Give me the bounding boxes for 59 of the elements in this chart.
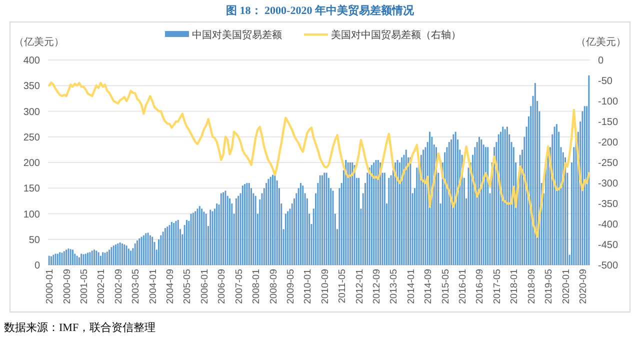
x-tick-label: 2002-09 (113, 269, 124, 304)
y-tick-label: 400 (23, 56, 40, 66)
y-tick-label: 150 (23, 184, 40, 195)
y2-tick-label: -400 (598, 220, 618, 230)
y-axis-title: （亿美元） (14, 36, 64, 48)
x-tick-label: 2012-09 (371, 269, 382, 304)
y-tick-label: 200 (23, 158, 40, 169)
x-tick-label: 2018-09 (526, 269, 538, 304)
chart-title: 图 18： 2000-2020 年中美贸易差额情况 (226, 4, 415, 17)
y2-tick-label: -200 (598, 138, 618, 148)
line-series (48, 81, 590, 238)
x-tick-label: 2017-05 (492, 269, 503, 304)
y2-tick-label: -350 (598, 199, 618, 210)
y-tick-label: 100 (23, 209, 40, 220)
x-tick-label: 2020-09 (578, 269, 589, 304)
x-tick-label: 2006-01 (199, 269, 210, 304)
x-tick-label: 2020-01 (560, 269, 572, 304)
y2-axis-title: （亿美元） (576, 36, 626, 48)
y-tick-label: 50 (28, 234, 40, 246)
x-tick-label: 2000-01 (44, 269, 56, 304)
x-tick-label: 2013-05 (388, 269, 400, 304)
source-note: 数据来源：IMF，联合资信整理 (4, 321, 156, 334)
y2-tick-label: -50 (598, 76, 613, 87)
x-tick-label: 2014-09 (423, 269, 434, 304)
y2-tick-label: -450 (598, 240, 618, 251)
legend-label: 中国对美国贸易差额 (192, 29, 282, 41)
x-tick-label: 2001-05 (78, 269, 90, 304)
x-tick-label: 2007-05 (234, 269, 245, 304)
legend-label: 美国对中国贸易差额（右轴） (331, 29, 461, 41)
x-tick-label: 2016-01 (458, 269, 469, 304)
y2-tick-label: 0 (598, 56, 604, 66)
x-tick-label: 2006-09 (216, 269, 228, 304)
x-tick-label: 2015-05 (440, 269, 452, 304)
y-tick-label: 250 (23, 132, 40, 144)
x-tick-label: 2004-01 (148, 269, 159, 304)
x-tick-label: 2016-09 (474, 269, 486, 304)
x-tick-label: 2012-01 (354, 269, 366, 304)
x-tick-label: 2018-01 (509, 269, 520, 304)
y-tick-label: 0 (34, 260, 40, 272)
y2-tick-label: -500 (598, 260, 618, 272)
x-tick-label: 2003-05 (130, 269, 142, 304)
x-tick-label: 2002-01 (96, 269, 108, 304)
y2-tick-label: -250 (598, 158, 618, 169)
y2-tick-label: -150 (598, 117, 618, 128)
x-tick-label: 2019-05 (544, 269, 555, 304)
x-tick-label: 2000-09 (62, 269, 73, 304)
y2-tick-label: -300 (598, 178, 618, 190)
x-tick-label: 2005-05 (182, 269, 194, 304)
y2-tick-label: -100 (598, 96, 618, 108)
x-tick-label: 2009-05 (285, 269, 296, 304)
x-tick-label: 2008-01 (251, 269, 262, 304)
y-tick-label: 300 (23, 106, 40, 118)
x-tick-label: 2008-09 (268, 269, 280, 304)
y-tick-label: 350 (23, 81, 40, 92)
x-tick-label: 2010-09 (320, 269, 331, 304)
x-tick-label: 2004-09 (165, 269, 176, 304)
x-tick-label: 2010-01 (302, 269, 314, 304)
x-tick-label: 2014-01 (406, 269, 417, 304)
x-tick-label: 2011-05 (337, 269, 348, 304)
